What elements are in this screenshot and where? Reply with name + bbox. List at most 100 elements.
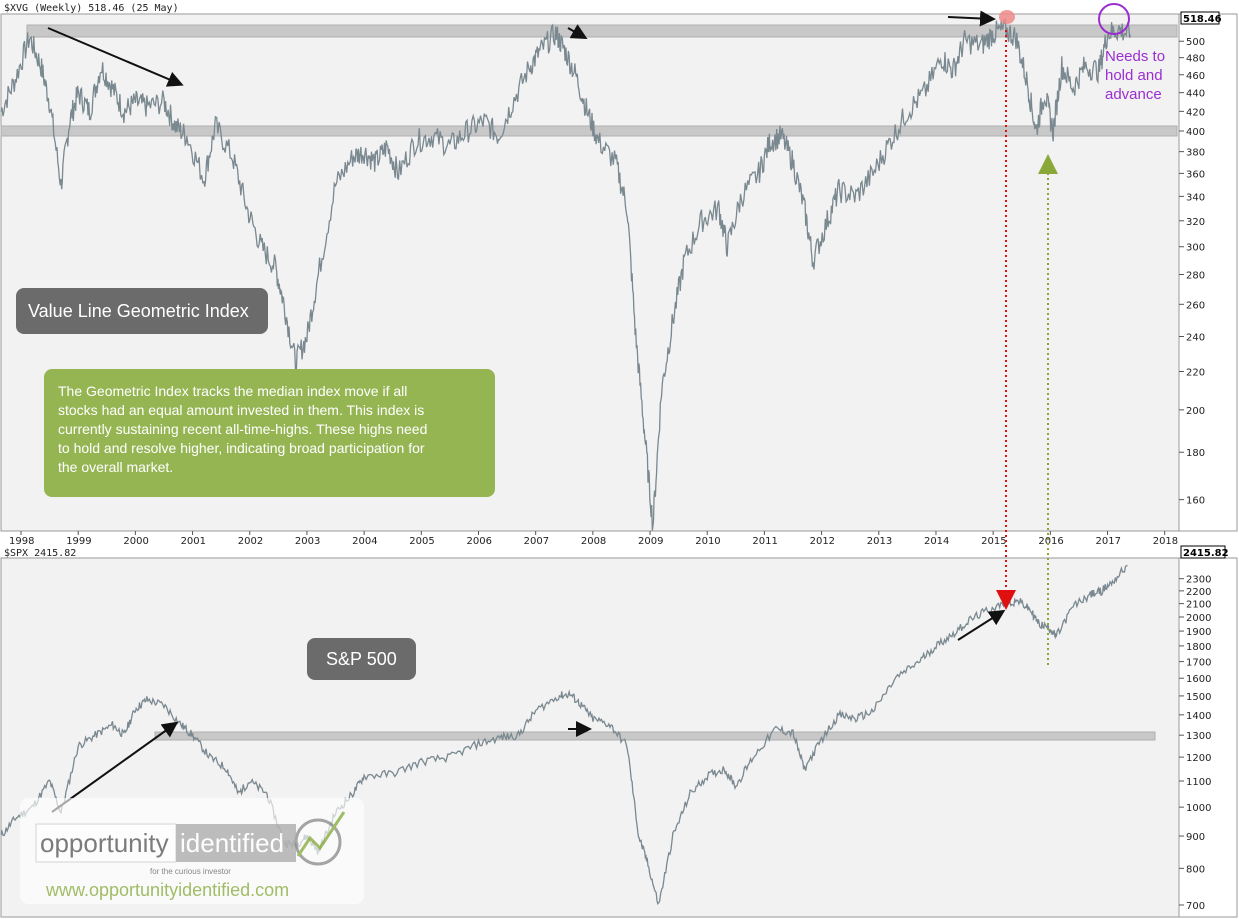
xvg-support-band (0, 125, 1178, 137)
xvg-arrow-1998 (47, 27, 184, 87)
x-tick-label: 2001 (181, 536, 206, 547)
xvg-purple-line: Needs to (1105, 48, 1165, 65)
spx-y-tick-label: 2000 (1186, 613, 1211, 624)
x-tick-label: 2016 (1038, 536, 1063, 547)
xvg-y-tick-label: 320 (1186, 217, 1205, 228)
xvg-note-text: The Geometric Index tracks the median in… (58, 383, 427, 475)
x-tick-label: 2009 (638, 536, 663, 547)
xvg-current-circle (1098, 3, 1130, 35)
xvg-y-tick-label: 380 (1186, 148, 1205, 159)
xvg-y-tick-label: 200 (1186, 406, 1205, 417)
xvg-purple-line: advance (1105, 86, 1162, 103)
x-tick-label: 2007 (524, 536, 549, 547)
x-tick-label: 1998 (9, 536, 34, 547)
xvg-arrow-2015 (947, 10, 996, 27)
spx-price-line (0, 564, 1128, 906)
spx-y-tick-label: 1900 (1186, 627, 1211, 638)
spx-title-pill (307, 638, 416, 680)
xvg-header: $XVG (Weekly) 518.46 (25 May) (4, 3, 179, 14)
x-tick-label: 2017 (1096, 536, 1121, 547)
xvg-note-line: The Geometric Index tracks the median in… (58, 383, 407, 399)
xvg-y-tick-label: 340 (1186, 192, 1205, 203)
spx-arrow-2015 (957, 609, 1006, 641)
xvg-note-line: stocks had an equal amount invested in t… (58, 402, 424, 418)
x-tick-label: 1999 (66, 536, 91, 547)
spx-y-tick-label: 2300 (1186, 575, 1211, 586)
spx-series (0, 564, 1128, 906)
xvg-title: Value Line Geometric Index (28, 301, 249, 321)
spx-axis-panel (1178, 557, 1238, 918)
x-tick-label: 2015 (981, 536, 1006, 547)
x-tick-label: 2005 (409, 536, 434, 547)
x-tick-label: 2013 (867, 536, 892, 547)
spx-y-tick-label: 1200 (1186, 753, 1211, 764)
x-tick-label: 2003 (295, 536, 320, 547)
xvg-axis-panel (1178, 13, 1238, 532)
spx-y-tick-label: 1800 (1186, 642, 1211, 653)
spx-y-tick-label: 900 (1186, 832, 1205, 843)
spx-arrow-1998 (51, 721, 179, 813)
spx-y-tick-label: 2100 (1186, 600, 1211, 611)
spx-axes: 700 800 900 1000 1100 1200 1300 1400 1500 1600 170… (1179, 575, 1211, 912)
spx-y-tick-label: 1100 (1186, 777, 1211, 788)
x-tick-label: 2011 (752, 536, 777, 547)
xvg-title-pill (16, 288, 268, 334)
xvg-y-tick-label: 240 (1186, 333, 1205, 344)
xvg-y-tick-label: 440 (1186, 89, 1205, 100)
xvg-y-tick-label: 400 (1186, 127, 1205, 138)
spx-y-tick-label: 1300 (1186, 731, 1211, 742)
x-tick-label: 2006 (466, 536, 491, 547)
watermark-brand-right: identified (180, 828, 284, 858)
watermark-chart-icon (294, 818, 342, 866)
spx-last-box (1180, 545, 1226, 559)
x-tick-label: 2008 (581, 536, 606, 547)
xvg-needs-to-hold-note: Needs to hold and advance (1105, 48, 1165, 103)
spx-y-tick-label: 700 (1186, 901, 1205, 912)
xvg-y-tick-label: 260 (1186, 300, 1205, 311)
xvg-note-line: the overall market. (58, 459, 173, 475)
xvg-y-tick-label: 360 (1186, 169, 1205, 180)
spx-y-tick-label: 2200 (1186, 587, 1211, 598)
x-tick-label: 2012 (810, 536, 835, 547)
xvg-note-line: to hold and resolve higher, indicating b… (58, 440, 425, 456)
xvg-note-line: currently sustaining recent all-time-hig… (58, 421, 427, 437)
xvg-resistance-band (26, 24, 1178, 38)
spx-y-tick-label: 1000 (1186, 803, 1211, 814)
spx-last-value: 2415.82 (1183, 548, 1229, 559)
spx-resistance-band (154, 731, 1156, 741)
spx-y-tick-label: 1500 (1186, 692, 1211, 703)
x-tick-label: 2000 (123, 536, 148, 547)
spx-y-tick-label: 1600 (1186, 674, 1211, 685)
xvg-y-tick-label: 460 (1186, 71, 1205, 82)
xvg-y-tick-label: 420 (1186, 107, 1205, 118)
spx-y-tick-label: 1700 (1186, 658, 1211, 669)
watermark-logo: opportunity identified for the curious i… (20, 798, 364, 904)
xvg-purple-line: hold and (1105, 67, 1163, 84)
xvg-y-tick-label: 500 (1186, 37, 1205, 48)
x-tick-label: 2004 (352, 536, 377, 547)
xvg-arrow-2007 (567, 24, 588, 39)
x-tick-label: 2010 (695, 536, 720, 547)
spx-title: S&P 500 (326, 649, 397, 669)
xvg-price-line (0, 18, 1132, 531)
x-tick-label: 2018 (1153, 536, 1178, 547)
spx-header: $SPX 2415.82 (4, 548, 76, 559)
x-tick-label: 2002 (238, 536, 263, 547)
xvg-last-value: 518.46 (1183, 14, 1222, 25)
spx-y-tick-label: 1400 (1186, 711, 1211, 722)
xvg-y-tick-label: 480 (1186, 54, 1205, 65)
xvg-y-tick-label: 180 (1186, 448, 1205, 459)
xvg-y-tick-label: 220 (1186, 368, 1205, 379)
xvg-peak-marker (999, 10, 1015, 24)
watermark-url: www.opportunityidentified.com (45, 880, 289, 900)
xvg-last-box (1180, 11, 1220, 25)
xvg-series (0, 18, 1132, 531)
xvg-y-tick-label: 280 (1186, 270, 1205, 281)
watermark-brand-left: opportunity (40, 828, 169, 858)
spx-y-tick-label: 800 (1186, 864, 1205, 875)
xvg-note-box (44, 369, 495, 497)
xvg-y-tick-label: 160 (1186, 496, 1205, 507)
xvg-y-tick-label: 300 (1186, 243, 1205, 254)
x-tick-label: 2014 (924, 536, 949, 547)
